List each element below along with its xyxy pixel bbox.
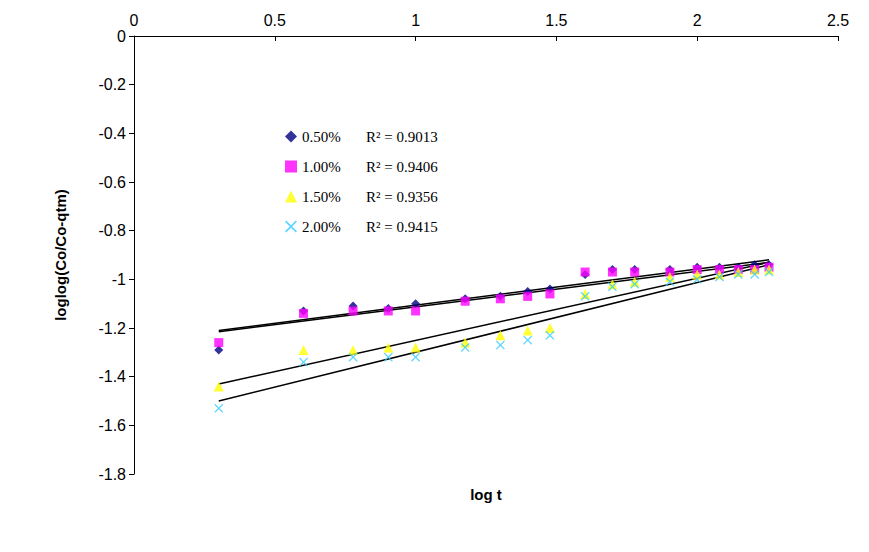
svg-text:0.50%: 0.50% (302, 129, 341, 145)
svg-text:R² = 0.9406: R² = 0.9406 (366, 159, 438, 175)
svg-text:-1.6: -1.6 (98, 417, 126, 434)
svg-text:1.00%: 1.00% (302, 159, 341, 175)
svg-text:log t: log t (470, 486, 502, 503)
svg-text:-0.8: -0.8 (98, 222, 126, 239)
svg-text:0: 0 (130, 12, 139, 29)
svg-text:-0.4: -0.4 (98, 125, 126, 142)
svg-text:1.50%: 1.50% (302, 189, 341, 205)
svg-text:0: 0 (117, 28, 126, 45)
svg-text:0.5: 0.5 (264, 12, 286, 29)
svg-text:1: 1 (411, 12, 420, 29)
svg-text:2.00%: 2.00% (302, 219, 341, 235)
svg-text:-1: -1 (112, 271, 126, 288)
svg-text:loglog(Co/Co-qtm): loglog(Co/Co-qtm) (52, 189, 69, 321)
svg-text:-1.4: -1.4 (98, 368, 126, 385)
svg-text:-0.2: -0.2 (98, 76, 126, 93)
svg-text:1.5: 1.5 (545, 12, 567, 29)
svg-text:R² = 0.9356: R² = 0.9356 (366, 189, 438, 205)
svg-text:R² = 0.9013: R² = 0.9013 (366, 129, 438, 145)
svg-text:-0.6: -0.6 (98, 174, 126, 191)
svg-text:2: 2 (693, 12, 702, 29)
svg-text:-1.2: -1.2 (98, 320, 126, 337)
svg-text:R² = 0.9415: R² = 0.9415 (366, 219, 438, 235)
svg-text:2.5: 2.5 (827, 12, 849, 29)
svg-text:-1.8: -1.8 (98, 466, 126, 483)
